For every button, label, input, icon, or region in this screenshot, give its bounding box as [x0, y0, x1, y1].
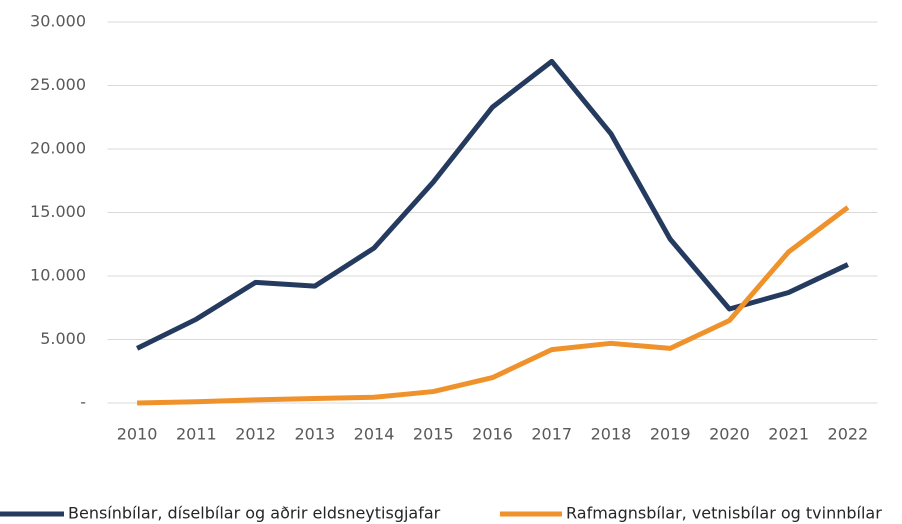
x-tick-label: 2020	[709, 425, 750, 444]
legend-label: Bensínbílar, díselbílar og aðrir eldsney…	[68, 504, 441, 523]
x-tick-label: 2022	[828, 425, 869, 444]
x-tick-label: 2017	[531, 425, 572, 444]
x-tick-label: 2021	[768, 425, 809, 444]
y-tick-label: 25.000	[30, 75, 86, 94]
x-tick-label: 2015	[413, 425, 454, 444]
y-tick-label: 30.000	[30, 12, 86, 31]
y-tick-label: 10.000	[30, 266, 86, 285]
y-tick-label: -	[80, 393, 86, 412]
y-tick-label: 5.000	[40, 329, 86, 348]
legend: Bensínbílar, díselbílar og aðrir eldsney…	[0, 504, 882, 523]
legend-label: Rafmagnsbílar, vetnisbílar og tvinnbílar	[566, 504, 882, 523]
x-tick-label: 2014	[354, 425, 395, 444]
x-tick-label: 2012	[235, 425, 276, 444]
x-tick-label: 2011	[176, 425, 217, 444]
series-line	[137, 205, 850, 406]
y-tick-label: 20.000	[30, 139, 86, 158]
x-tick-label: 2018	[591, 425, 632, 444]
x-tick-label: 2013	[294, 425, 335, 444]
x-tick-label: 2010	[117, 425, 158, 444]
x-tick-label: 2016	[472, 425, 513, 444]
y-tick-label: 15.000	[30, 202, 86, 221]
x-tick-label: 2019	[650, 425, 691, 444]
series-line	[136, 58, 849, 351]
